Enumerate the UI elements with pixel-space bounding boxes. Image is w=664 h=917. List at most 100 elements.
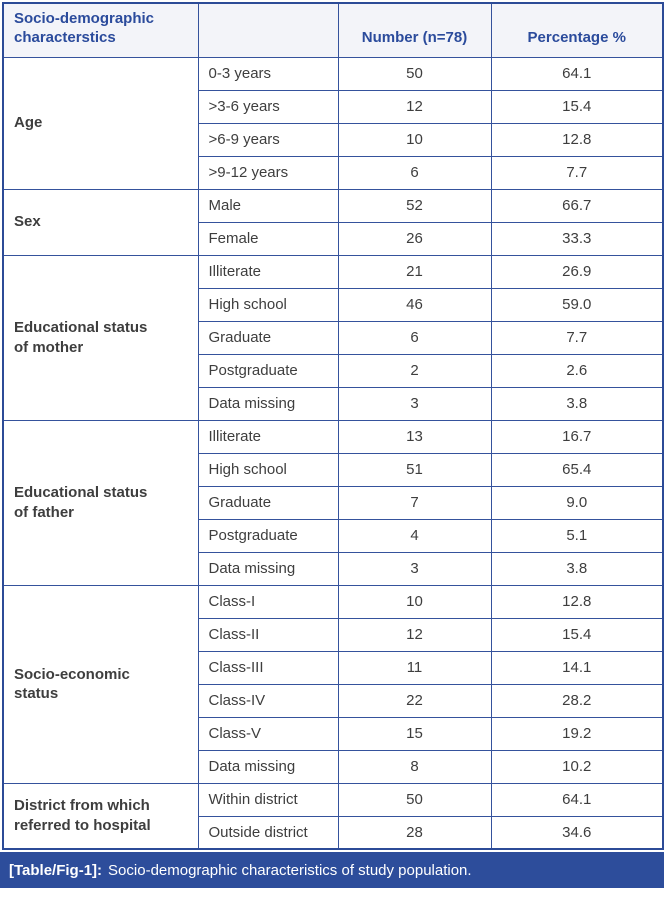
category-cell: Class-I: [197, 584, 339, 619]
number-cell: 21: [337, 254, 492, 289]
table-row: Class-II 12 15.4: [3, 617, 664, 652]
category-cell: Within district: [197, 782, 339, 817]
category-cell: 0-3 years: [197, 56, 339, 91]
category-cell: >9-12 years: [197, 155, 339, 190]
number-cell: 12: [337, 89, 492, 124]
number-cell: 6: [337, 155, 492, 190]
percent-cell: 2.6: [490, 353, 664, 388]
group-label-cell: Age: [2, 56, 199, 190]
table-row: >3-6 years 12 15.4: [3, 89, 664, 124]
number-cell: 4: [337, 518, 492, 553]
percent-cell: 3.8: [490, 386, 664, 421]
table-row: Data missing 3 3.8: [3, 551, 664, 586]
number-cell: 13: [337, 419, 492, 454]
percent-cell: 33.3: [490, 221, 664, 256]
category-cell: Class-II: [197, 617, 339, 652]
number-cell: 6: [337, 320, 492, 355]
table-row: Educational status of father Illiterate 13…: [2, 419, 664, 586]
group-label-cell: Socio-economic status: [2, 584, 199, 784]
percent-cell: 10.2: [490, 749, 664, 784]
category-cell: Female: [197, 221, 339, 256]
table-row: Age 0-3 years 50 64.1: [2, 56, 664, 190]
number-cell: 3: [337, 551, 492, 586]
number-cell: 3: [337, 386, 492, 421]
category-cell: Data missing: [197, 551, 339, 586]
percent-cell: 28.2: [490, 683, 664, 718]
category-cell: Illiterate: [197, 254, 339, 289]
number-cell: 7: [337, 485, 492, 520]
percent-cell: 7.7: [490, 155, 664, 190]
percent-cell: 66.7: [490, 188, 664, 223]
table-row: Class-III 11 14.1: [3, 650, 664, 685]
number-cell: 50: [337, 56, 492, 91]
group-label-cell: District from which referred to hospital: [2, 782, 199, 850]
percent-cell: 34.6: [490, 815, 664, 850]
table-body: Age 0-3 years 50 64.1 >3-6 years 12 15.4 >6-9 y…: [2, 56, 664, 850]
category-cell: Class-IV: [197, 683, 339, 718]
category-cell: Postgraduate: [197, 518, 339, 553]
category-cell: Illiterate: [197, 419, 339, 454]
header-row: Socio-demographic characterstics Number …: [2, 2, 664, 58]
number-cell: 28: [337, 815, 492, 850]
number-cell: 51: [337, 452, 492, 487]
category-cell: Graduate: [197, 320, 339, 355]
table-row: Data missing 8 10.2: [3, 749, 664, 784]
category-cell: Class-V: [197, 716, 339, 751]
group-label-cell: Educational status of father: [2, 419, 199, 586]
category-cell: Postgraduate: [197, 353, 339, 388]
table-row: Outside district 28 34.6: [3, 815, 664, 850]
percent-cell: 14.1: [490, 650, 664, 685]
number-cell: 50: [337, 782, 492, 817]
caption-label: [Table/Fig-1]:: [9, 861, 103, 879]
table-row: High school 51 65.4: [3, 452, 664, 487]
table-row: >6-9 years 10 12.8: [3, 122, 664, 157]
category-cell: Graduate: [197, 485, 339, 520]
number-cell: 15: [337, 716, 492, 751]
table-row: Graduate 6 7.7: [3, 320, 664, 355]
percent-cell: 7.7: [490, 320, 664, 355]
table-row: Educational status of mother Illiterate 21…: [2, 254, 664, 421]
header-number: Number (n=78): [337, 2, 492, 58]
percent-cell: 15.4: [490, 617, 664, 652]
header-empty-cell: [197, 2, 339, 58]
category-cell: Data missing: [197, 386, 339, 421]
number-cell: 22: [337, 683, 492, 718]
category-cell: High school: [197, 287, 339, 322]
group-label-cell: Educational status of mother: [2, 254, 199, 421]
percent-cell: 5.1: [490, 518, 664, 553]
number-cell: 12: [337, 617, 492, 652]
number-cell: 52: [337, 188, 492, 223]
category-cell: Data missing: [197, 749, 339, 784]
category-cell: High school: [197, 452, 339, 487]
table-caption-bar: [Table/Fig-1]: Socio-demographic charact…: [0, 852, 664, 888]
category-cell: Outside district: [197, 815, 339, 850]
number-cell: 46: [337, 287, 492, 322]
number-cell: 10: [337, 122, 492, 157]
table-row: Postgraduate 4 5.1: [3, 518, 664, 553]
percent-cell: 12.8: [490, 122, 664, 157]
percent-cell: 12.8: [490, 584, 664, 619]
header-characteristics: Socio-demographic characterstics: [2, 2, 199, 58]
caption-text: Socio-demographic characteristics of stu…: [108, 861, 472, 879]
percent-cell: 15.4: [490, 89, 664, 124]
table-row: Graduate 7 9.0: [3, 485, 664, 520]
percent-cell: 64.1: [490, 56, 664, 91]
table-row: Class-V 15 19.2: [3, 716, 664, 751]
number-cell: 2: [337, 353, 492, 388]
table-row: District from which referred to hospital…: [2, 782, 664, 850]
category-cell: Class-III: [197, 650, 339, 685]
percent-cell: 59.0: [490, 287, 664, 322]
percent-cell: 26.9: [490, 254, 664, 289]
table-row: Data missing 3 3.8: [3, 386, 664, 421]
group-label-cell: Sex: [2, 188, 199, 256]
percent-cell: 9.0: [490, 485, 664, 520]
table-row: Sex Male 52 66.7: [2, 188, 664, 256]
number-cell: 10: [337, 584, 492, 619]
category-cell: >3-6 years: [197, 89, 339, 124]
category-cell: Male: [197, 188, 339, 223]
table-row: Socio-economic status Class-I 10 12.8: [2, 584, 664, 784]
number-cell: 8: [337, 749, 492, 784]
table-row: Postgraduate 2 2.6: [3, 353, 664, 388]
header-percentage: Percentage %: [490, 2, 664, 58]
